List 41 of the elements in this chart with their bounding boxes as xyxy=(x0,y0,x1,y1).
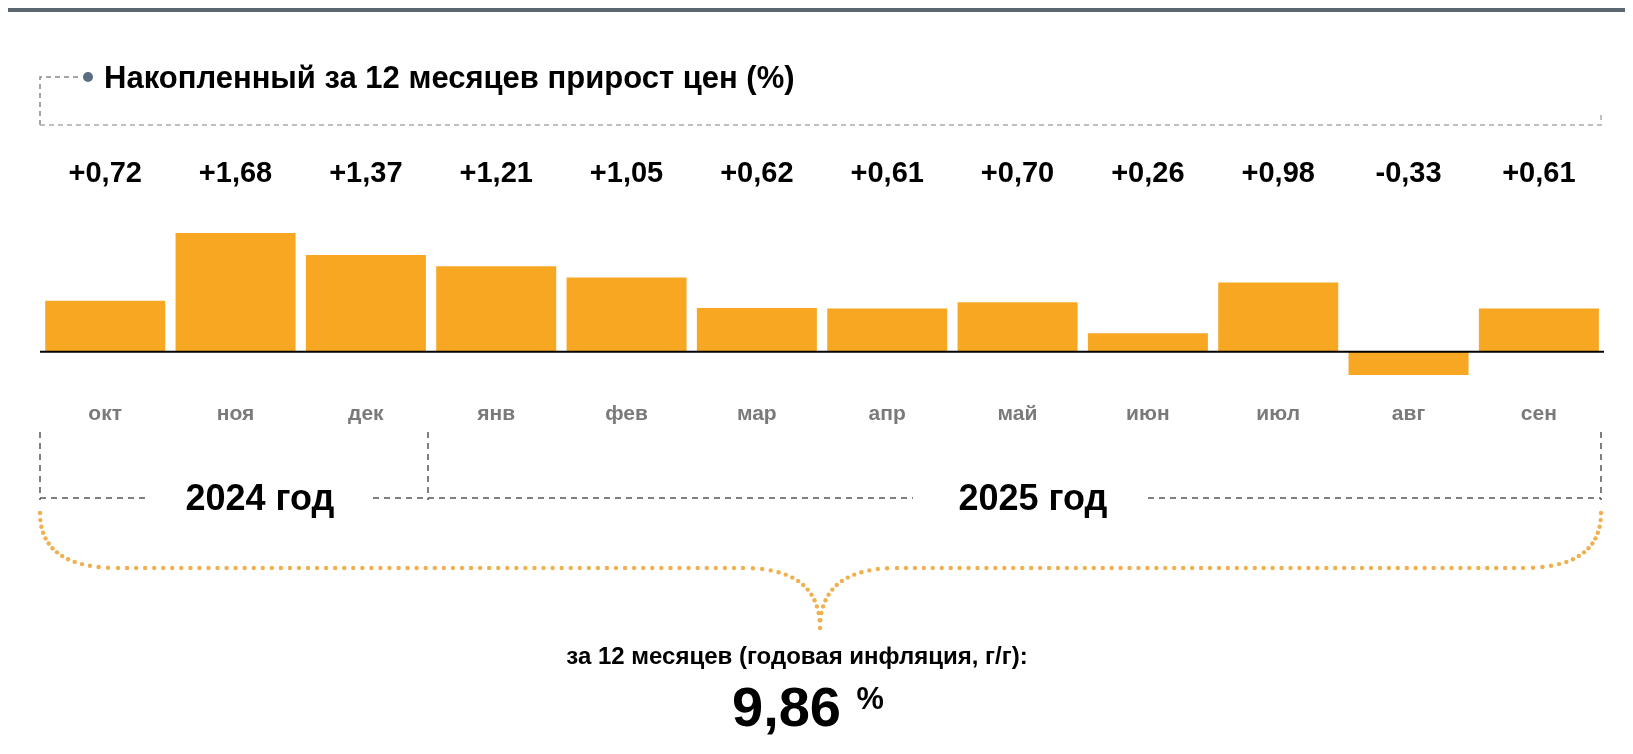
data-label: +1,37 xyxy=(329,156,403,188)
text: 2024 год xyxy=(185,477,335,518)
x-tick-label: мар xyxy=(736,400,777,424)
data-label: +0,26 xyxy=(1111,156,1185,188)
bar xyxy=(175,233,296,352)
bar xyxy=(1218,282,1339,352)
bar xyxy=(696,307,817,352)
x-tick-label: авг xyxy=(1391,400,1426,424)
bar xyxy=(305,254,426,352)
data-label: +1,05 xyxy=(589,156,664,188)
x-tick-label: июн xyxy=(1126,400,1170,424)
data-label: +0,72 xyxy=(68,156,142,188)
data-label: -0,33 xyxy=(1375,156,1442,188)
data-label: +1,21 xyxy=(459,156,533,188)
data-label: +1,68 xyxy=(198,156,273,188)
x-tick-label: май xyxy=(997,400,1038,424)
bar xyxy=(1087,333,1208,352)
x-tick-label: дек xyxy=(348,400,385,424)
bar xyxy=(1348,351,1469,375)
text: за 12 месяцев (годовая инфляция, г/г): xyxy=(566,642,1028,669)
chart-title: Накопленный за 12 месяцев прирост цен (%) xyxy=(104,60,795,95)
x-tick-label: июл xyxy=(1256,400,1300,424)
x-tick-label: окт xyxy=(88,400,122,424)
x-tick-label: янв xyxy=(476,400,516,424)
data-label: +0,98 xyxy=(1241,156,1315,188)
text: 9,86 $^{%}$ xyxy=(732,675,884,738)
data-label: +0,62 xyxy=(720,156,794,188)
x-tick-label: ноя xyxy=(216,400,255,424)
bar xyxy=(957,302,1078,352)
x-tick-label: сен xyxy=(1520,400,1557,424)
data-label: +0,61 xyxy=(850,156,924,188)
bar xyxy=(1478,308,1599,352)
text: 2025 год xyxy=(958,477,1108,518)
data-label: +0,70 xyxy=(980,156,1055,188)
x-tick-label: апр xyxy=(868,400,906,424)
data-label: +0,61 xyxy=(1502,156,1576,188)
x-tick-label: фев xyxy=(605,400,648,424)
bar xyxy=(827,308,948,352)
bar xyxy=(566,277,687,352)
bar xyxy=(45,300,166,352)
bar xyxy=(436,266,557,352)
